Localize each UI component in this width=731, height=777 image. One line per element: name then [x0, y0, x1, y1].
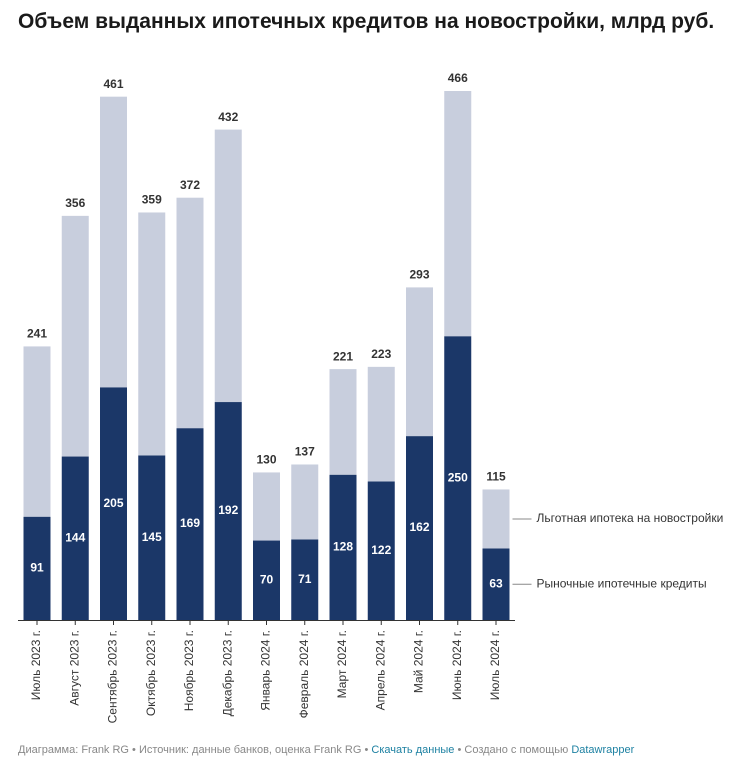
- value-label: 144: [65, 530, 85, 544]
- value-label: 205: [103, 496, 123, 510]
- bar-segment: [214, 129, 242, 403]
- legend-label: Льготная ипотека на новостройки: [537, 511, 724, 525]
- total-label: 130: [256, 453, 276, 467]
- x-tick-label: Декабрь 2023 г.: [220, 630, 234, 716]
- bar-segment: [100, 387, 127, 620]
- legend-label: Рыночные ипотечные кредиты: [537, 576, 707, 590]
- x-tick-label: Январь 2024 г.: [259, 630, 273, 711]
- bar-segment: [138, 212, 166, 456]
- bar-segment: [482, 489, 510, 549]
- tool-link[interactable]: Datawrapper: [571, 744, 635, 756]
- x-tick-label: Май 2024 г.: [412, 630, 426, 693]
- bar-segment: [367, 366, 395, 482]
- bar-segment: [444, 91, 472, 337]
- value-label: 145: [142, 530, 162, 544]
- total-label: 115: [486, 470, 506, 484]
- bar-segment: [23, 516, 51, 620]
- x-tick-label: Сентябрь 2023 г.: [106, 630, 120, 723]
- value-label: 192: [218, 503, 238, 517]
- bar-segment: [23, 346, 51, 517]
- x-tick-label: Июль 2023 г.: [29, 630, 43, 700]
- bar-segment: [482, 548, 510, 620]
- x-tick-label: Июнь 2024 г.: [450, 630, 464, 700]
- total-label: 372: [180, 178, 200, 192]
- bar-segment: [329, 474, 357, 620]
- bar-segment: [176, 428, 204, 620]
- total-label: 432: [218, 110, 238, 124]
- bar-segment: [291, 539, 319, 620]
- value-label: 169: [180, 516, 200, 530]
- bar-segment: [329, 369, 357, 475]
- download-link[interactable]: Скачать данные: [371, 744, 455, 756]
- bar-segment: [138, 455, 166, 620]
- total-label: 241: [27, 327, 47, 341]
- made-with: • Создано с помощью: [454, 744, 572, 756]
- value-label: 128: [333, 540, 353, 554]
- x-tick-label: Февраль 2024 г.: [297, 630, 311, 718]
- value-label: 91: [30, 561, 44, 575]
- total-label: 293: [409, 268, 429, 282]
- bar-segment: [367, 481, 395, 620]
- x-tick-label: Апрель 2024 г.: [373, 630, 387, 710]
- bar-segment: [253, 472, 280, 541]
- bar-segment: [291, 464, 319, 540]
- x-tick-label: Ноябрь 2023 г.: [182, 630, 196, 711]
- bar-segment: [61, 215, 89, 457]
- total-label: 359: [142, 193, 162, 207]
- total-label: 221: [333, 349, 353, 363]
- bar-segment: [100, 96, 127, 388]
- x-tick-label: Август 2023 г.: [67, 630, 81, 706]
- value-label: 71: [298, 572, 312, 586]
- credit: Диаграмма: Frank RG • Источник: данные б…: [18, 744, 372, 756]
- bar-segment: [406, 287, 433, 437]
- x-tick-label: Октябрь 2023 г.: [144, 630, 158, 716]
- total-label: 466: [448, 71, 468, 85]
- chart-title: Объем выданных ипотечных кредитов на нов…: [18, 10, 715, 33]
- total-label: 137: [295, 445, 315, 459]
- bar-segment: [61, 456, 89, 620]
- value-label: 63: [489, 576, 503, 590]
- bar-segment: [253, 540, 280, 620]
- value-label: 70: [260, 572, 274, 586]
- x-tick-label: Июль 2024 г.: [488, 630, 502, 700]
- footer: Диаграмма: Frank RG • Источник: данные б…: [18, 744, 634, 756]
- bar-segment: [406, 436, 433, 620]
- bar-segment: [214, 402, 242, 620]
- value-label: 162: [409, 520, 429, 534]
- total-label: 356: [65, 196, 85, 210]
- bar-segment: [444, 336, 472, 620]
- bar-segment: [176, 197, 204, 429]
- value-label: 122: [371, 543, 391, 557]
- x-tick-label: Март 2024 г.: [335, 630, 349, 698]
- total-label: 461: [103, 77, 123, 91]
- value-label: 250: [448, 470, 468, 484]
- chart: 91 241 Июль 2023 г. 144 356 Август 2023 г. 205…: [18, 71, 724, 723]
- total-label: 223: [371, 347, 391, 361]
